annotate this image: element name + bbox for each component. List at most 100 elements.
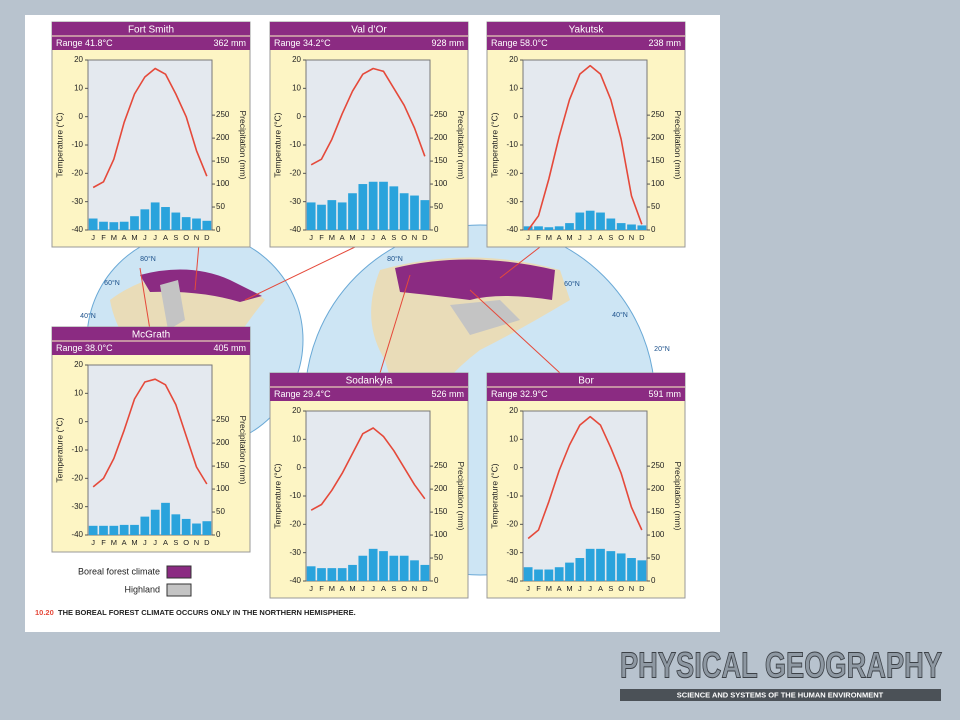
- precipitation-bar: [306, 566, 316, 581]
- precipitation-bar: [627, 224, 636, 230]
- legend-swatch: [166, 583, 192, 597]
- x-tick-label: A: [381, 233, 386, 242]
- x-tick-label: A: [163, 538, 168, 547]
- precipitation-bar: [616, 553, 626, 581]
- legend-swatch: [166, 565, 192, 579]
- precipitation-bar: [389, 555, 399, 581]
- y2-tick-label: 100: [216, 484, 230, 493]
- precipitation-bar: [616, 223, 626, 230]
- y-tick-label: 10: [292, 434, 301, 443]
- x-tick-label: N: [194, 233, 199, 242]
- leader-line: [244, 246, 356, 301]
- x-tick-label: J: [153, 538, 157, 547]
- y2-tick-label: 50: [216, 507, 225, 516]
- precipitation-bar: [544, 569, 554, 581]
- x-tick-label: M: [349, 584, 355, 593]
- y-tick-label: 20: [74, 360, 83, 369]
- y-tick-label: -10: [506, 140, 518, 149]
- x-tick-label: D: [204, 233, 210, 242]
- x-tick-label: F: [536, 584, 541, 593]
- precipitation-bar: [161, 502, 170, 535]
- precipitation-bar: [181, 518, 191, 535]
- precipitation-total: 238 mm: [648, 38, 681, 48]
- x-tick-label: O: [183, 233, 189, 242]
- x-tick-label: D: [639, 584, 645, 593]
- y2-tick-label: 0: [216, 530, 221, 539]
- leader-line: [499, 246, 541, 279]
- map-label: 80°N: [140, 255, 156, 263]
- x-tick-label: J: [371, 584, 375, 593]
- x-tick-label: J: [91, 233, 95, 242]
- y-tick-label: -30: [289, 197, 301, 206]
- y2-tick-label: 150: [651, 507, 665, 516]
- plot-area: [305, 59, 431, 231]
- precipitation-bar: [306, 202, 316, 230]
- range-label: Range 29.4°C: [274, 389, 331, 399]
- precipitation-bar: [575, 212, 585, 230]
- y2-tick-label: 100: [216, 179, 230, 188]
- y-tick-label: 20: [509, 406, 518, 415]
- precipitation-bar: [317, 568, 326, 581]
- precipitation-bar: [410, 560, 419, 581]
- y2-axis-label: Precipitation (mm): [238, 111, 248, 180]
- x-tick-label: M: [111, 233, 117, 242]
- y-tick-label: 10: [74, 83, 83, 92]
- x-tick-label: A: [598, 233, 603, 242]
- x-tick-label: M: [349, 233, 355, 242]
- precipitation-bar: [130, 524, 139, 535]
- y-tick-label: 10: [509, 434, 518, 443]
- precipitation-bar: [585, 210, 595, 230]
- map-label: 60°N: [104, 279, 120, 287]
- y-axis-label: Temperature (°C): [54, 417, 64, 482]
- y-tick-label: -20: [289, 168, 301, 177]
- precipitation-bar: [150, 509, 160, 535]
- y2-tick-label: 0: [651, 576, 656, 585]
- precipitation-bar: [202, 220, 212, 230]
- y-tick-label: -40: [71, 530, 83, 539]
- temperature-line: [527, 64, 643, 231]
- x-tick-label: J: [91, 538, 95, 547]
- temperature-line: [310, 67, 426, 166]
- x-tick-label: M: [546, 233, 552, 242]
- logo-bar: [620, 689, 941, 701]
- y-tick-label: -30: [71, 197, 83, 206]
- y2-axis-label: Precipitation (mm): [456, 111, 466, 180]
- x-tick-label: D: [422, 233, 428, 242]
- chart-title: Yakutsk: [569, 25, 605, 36]
- y-tick-label: -10: [289, 491, 301, 500]
- y2-tick-label: 250: [216, 415, 230, 424]
- map-label: 20°N: [654, 345, 670, 353]
- x-tick-label: O: [401, 584, 407, 593]
- x-tick-label: M: [566, 584, 572, 593]
- y-axis-label: Temperature (°C): [272, 463, 282, 528]
- precipitation-bar: [348, 193, 357, 230]
- y-tick-label: -10: [71, 445, 83, 454]
- y2-tick-label: 250: [651, 461, 665, 470]
- x-tick-label: N: [412, 233, 417, 242]
- x-tick-label: J: [526, 233, 530, 242]
- x-tick-label: J: [578, 584, 582, 593]
- y2-tick-label: 50: [651, 202, 660, 211]
- precipitation-bar: [337, 568, 347, 581]
- map-label: 40°N: [80, 312, 96, 320]
- y-tick-label: -30: [289, 548, 301, 557]
- boreal-zone: [395, 259, 555, 300]
- y-tick-label: 0: [514, 463, 519, 472]
- precipitation-bar: [420, 564, 430, 581]
- plot-area: [87, 59, 213, 231]
- boreal-zone: [140, 269, 262, 302]
- x-tick-label: A: [122, 538, 127, 547]
- y-tick-label: 20: [292, 406, 301, 415]
- y-axis-label: Temperature (°C): [54, 112, 64, 177]
- x-tick-label: M: [131, 538, 137, 547]
- x-tick-label: S: [391, 233, 396, 242]
- y2-tick-label: 150: [651, 156, 665, 165]
- precipitation-bar: [192, 523, 201, 535]
- figure-number: 10.20: [35, 608, 54, 617]
- y-tick-label: -20: [506, 519, 518, 528]
- plot-area: [522, 410, 648, 582]
- y2-tick-label: 250: [434, 461, 448, 470]
- y-tick-label: -30: [506, 197, 518, 206]
- precipitation-total: 526 mm: [431, 389, 464, 399]
- precipitation-bar: [88, 525, 98, 535]
